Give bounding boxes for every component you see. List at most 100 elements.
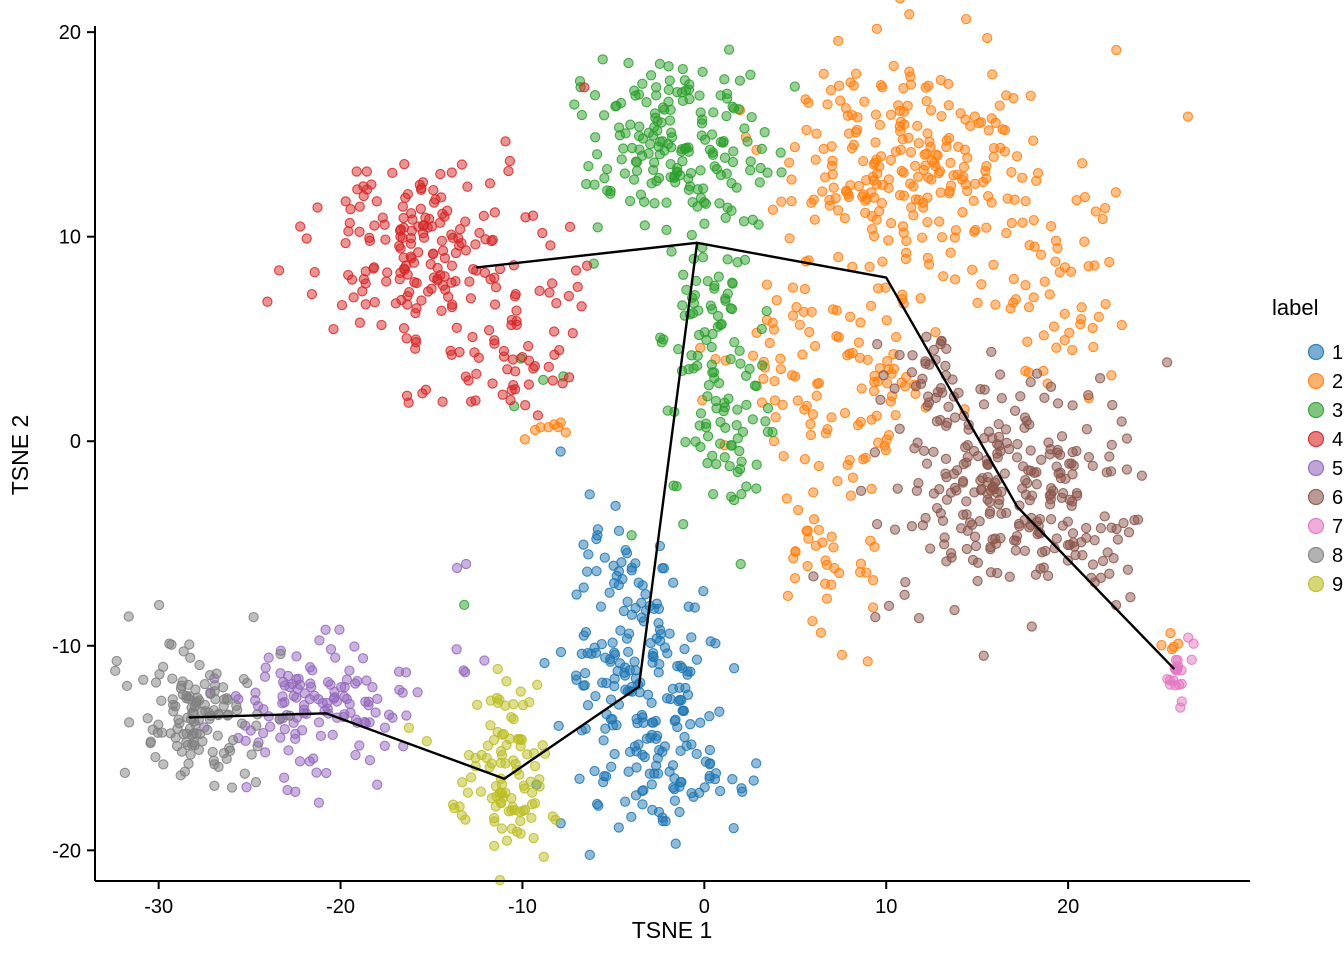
legend-item-label: 1 <box>1332 342 1343 364</box>
data-point <box>656 337 667 348</box>
data-point <box>935 187 946 198</box>
data-point <box>370 707 381 718</box>
data-point <box>451 562 463 574</box>
data-point <box>110 665 121 677</box>
data-point <box>457 777 468 788</box>
data-point <box>543 361 554 373</box>
data-point <box>613 566 625 577</box>
data-point <box>157 661 169 673</box>
data-point <box>968 445 980 457</box>
data-point <box>677 705 688 716</box>
data-point <box>485 695 496 706</box>
data-point <box>446 167 457 178</box>
data-point <box>184 639 195 650</box>
data-point <box>988 259 999 270</box>
data-point <box>515 686 526 697</box>
data-point <box>435 168 446 180</box>
data-point <box>654 745 665 756</box>
data-point <box>156 695 167 706</box>
data-point <box>851 124 863 136</box>
data-point <box>150 677 162 688</box>
x-tick-label: -10 <box>508 896 537 918</box>
data-point <box>1100 298 1111 310</box>
data-point <box>890 331 902 343</box>
legend-item-label: 2 <box>1332 371 1343 393</box>
data-point <box>619 168 631 179</box>
data-point <box>1004 571 1015 582</box>
data-point <box>592 524 604 535</box>
data-point <box>312 202 323 213</box>
data-point <box>847 472 859 483</box>
data-point <box>360 696 371 707</box>
data-point <box>379 219 390 230</box>
data-point <box>358 190 369 202</box>
data-point <box>762 426 774 437</box>
data-point <box>996 393 1007 404</box>
data-point <box>728 663 740 674</box>
data-point <box>695 165 706 176</box>
data-point <box>501 835 513 846</box>
data-point <box>833 251 844 263</box>
data-point <box>505 394 516 406</box>
data-point <box>1093 311 1104 323</box>
data-point <box>732 257 743 268</box>
data-point <box>410 307 421 319</box>
data-point <box>295 221 306 232</box>
data-point <box>1008 273 1019 285</box>
data-point <box>465 396 477 407</box>
data-point <box>664 628 675 639</box>
data-point <box>299 688 310 699</box>
data-point <box>685 719 696 730</box>
data-point <box>619 796 631 807</box>
data-point <box>683 184 695 195</box>
data-point <box>668 480 679 491</box>
data-point <box>871 23 883 35</box>
data-point <box>885 154 897 166</box>
y-tick-label: -20 <box>52 840 81 862</box>
data-point <box>1176 665 1187 676</box>
data-point <box>877 256 888 267</box>
data-point <box>336 299 348 311</box>
data-point <box>956 523 967 534</box>
data-point <box>661 224 672 236</box>
data-point <box>582 647 593 659</box>
data-point <box>813 377 825 389</box>
data-point <box>428 248 439 259</box>
data-point <box>670 714 681 725</box>
data-point <box>592 222 603 233</box>
data-point <box>614 130 626 141</box>
data-point <box>677 300 688 311</box>
data-point <box>866 414 877 425</box>
data-point <box>641 733 653 744</box>
data-point <box>764 337 775 349</box>
data-point <box>872 339 883 350</box>
data-point <box>875 394 886 405</box>
data-point <box>994 369 1006 380</box>
data-point <box>526 812 537 824</box>
data-point <box>928 344 940 356</box>
data-point <box>975 485 987 496</box>
data-point <box>728 146 739 157</box>
data-point <box>732 404 743 415</box>
data-point <box>865 300 877 312</box>
data-point <box>492 663 503 675</box>
data-point <box>853 337 865 348</box>
data-point <box>821 593 833 604</box>
data-point <box>402 188 414 200</box>
data-point <box>736 488 747 500</box>
data-point <box>724 460 735 472</box>
data-point <box>776 196 787 207</box>
data-point <box>761 305 772 317</box>
data-point <box>142 713 153 724</box>
data-point <box>199 678 210 690</box>
data-point <box>394 684 405 696</box>
data-point <box>1067 469 1078 480</box>
data-point <box>787 310 799 321</box>
data-point <box>571 589 582 600</box>
data-point <box>209 680 221 691</box>
data-point <box>715 136 727 148</box>
data-point <box>810 154 821 165</box>
data-point <box>415 203 426 214</box>
x-tick-label: 20 <box>1057 896 1079 918</box>
data-point <box>188 728 199 739</box>
